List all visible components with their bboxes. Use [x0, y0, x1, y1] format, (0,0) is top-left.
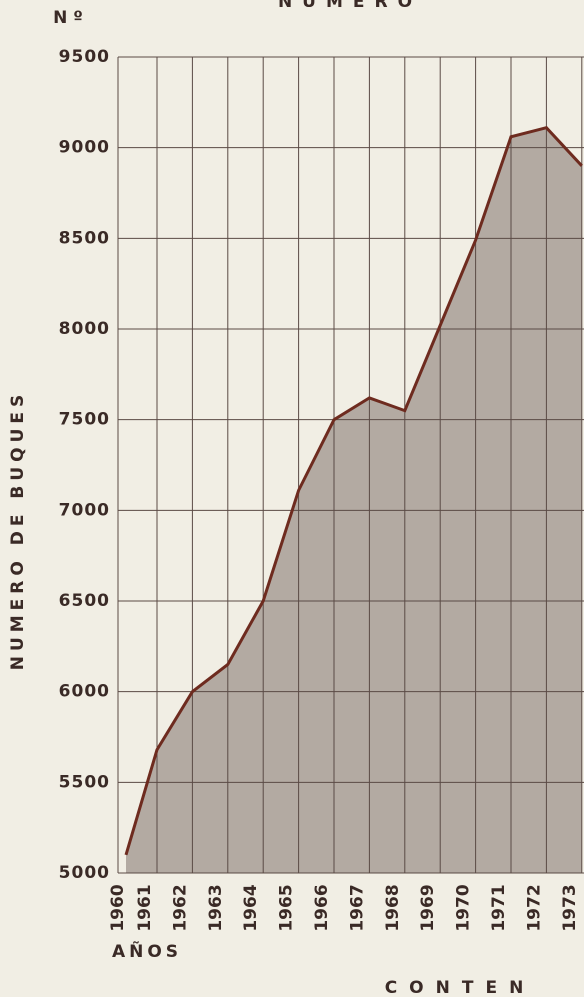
x-tick-label: 1966	[312, 884, 332, 931]
x-tick-label: 1967	[347, 884, 367, 931]
y-tick-label: 5500	[59, 772, 110, 792]
y-tick-label: 8000	[59, 319, 110, 339]
x-tick-label: 1970	[454, 884, 474, 931]
x-tick-label: 1961	[135, 884, 155, 931]
line	[124, 126, 583, 856]
y-tick-label: 9500	[59, 47, 110, 67]
y-tick-label: 8500	[59, 228, 110, 248]
x-tick-label: 1971	[489, 884, 509, 931]
x-tick-label: 1965	[277, 884, 297, 931]
x-tick-label: 1960	[108, 884, 128, 931]
x-tick-label: 1963	[206, 884, 226, 931]
chart-title: NUMERO	[278, 0, 422, 12]
x-tick-label: 1972	[524, 884, 544, 931]
y-tick-label: 7500	[59, 410, 110, 430]
x-tick-label: 1962	[170, 884, 190, 931]
x-tick-label: 1973	[560, 884, 580, 931]
y-tick-label: 9000	[59, 138, 110, 158]
y-tick-label: 7000	[59, 500, 110, 520]
y-tick-label: 6000	[59, 682, 110, 702]
area-fill	[126, 127, 582, 874]
y-tick-label: 6500	[59, 591, 110, 611]
x-tick-label: 1964	[241, 884, 261, 931]
x-tick-label: 1968	[383, 884, 403, 931]
footer-text: CONTEN	[385, 978, 536, 997]
y-unit-label: N º	[53, 8, 83, 28]
y-tick-label: 5000	[59, 863, 110, 883]
x-tick-label: 1969	[418, 884, 438, 931]
x-axis-label: AÑOS	[112, 939, 182, 962]
y-axis-label: NUMERO DE BUQUES	[8, 390, 28, 671]
